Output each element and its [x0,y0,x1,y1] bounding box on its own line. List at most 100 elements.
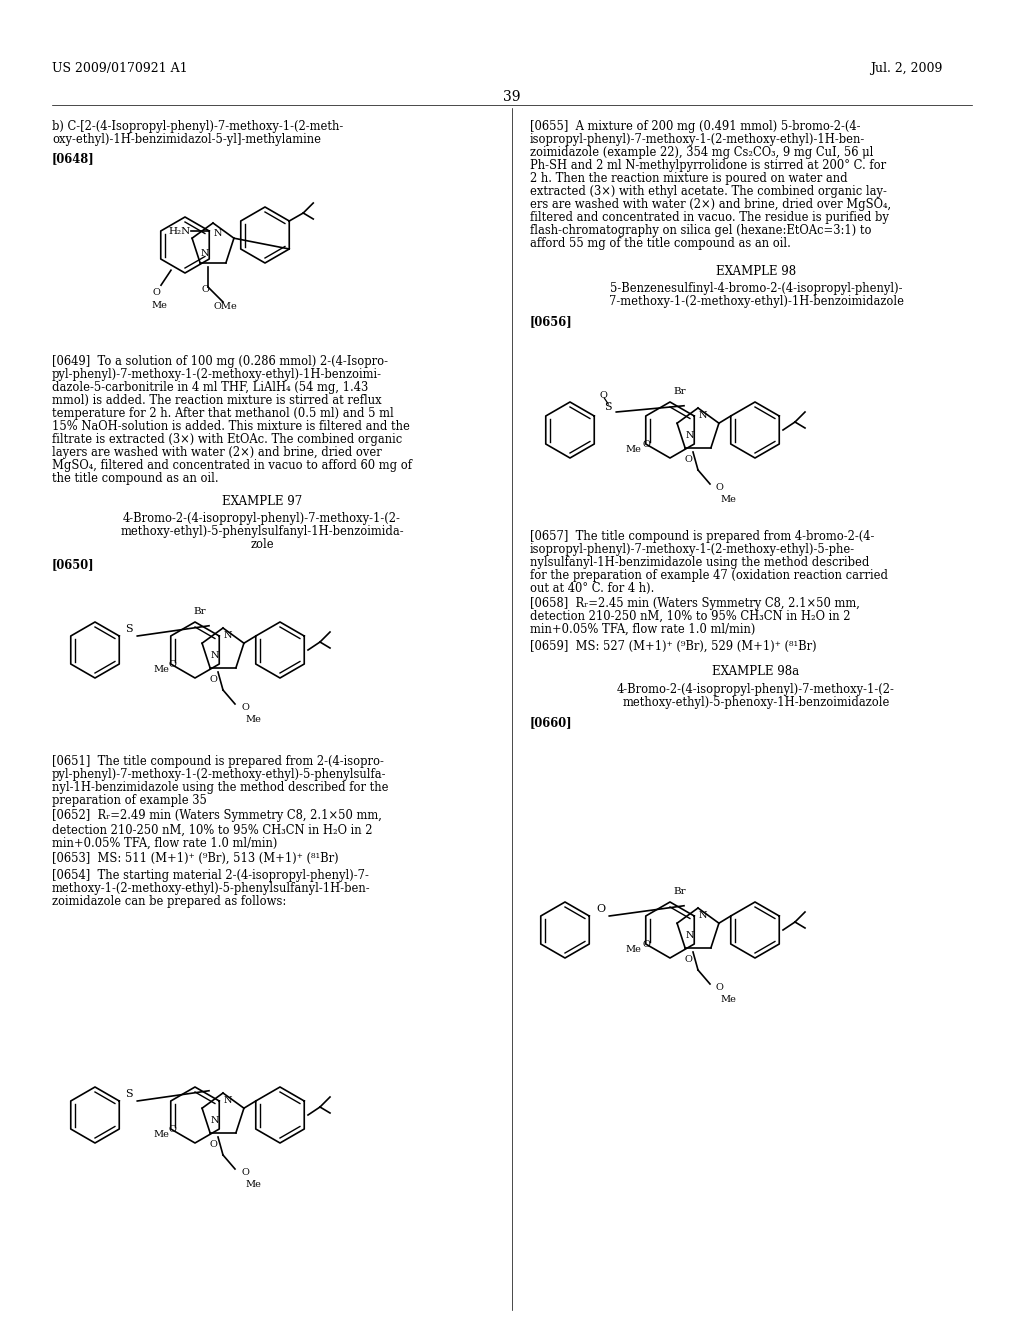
Text: extracted (3×) with ethyl acetate. The combined organic lay-: extracted (3×) with ethyl acetate. The c… [530,185,887,198]
Text: N: N [214,228,222,238]
Text: N: N [224,1096,232,1105]
Text: detection 210-250 nM, 10% to 95% CH₃CN in H₂O in 2: detection 210-250 nM, 10% to 95% CH₃CN i… [52,824,373,837]
Text: 39: 39 [503,90,521,104]
Text: temperature for 2 h. After that methanol (0.5 ml) and 5 ml: temperature for 2 h. After that methanol… [52,407,394,420]
Text: 7-methoxy-1-(2-methoxy-ethyl)-1H-benzoimidazole: 7-methoxy-1-(2-methoxy-ethyl)-1H-benzoim… [608,294,903,308]
Text: N: N [686,931,694,940]
Text: N: N [211,1115,219,1125]
Text: methoxy-ethyl)-5-phenoxy-1H-benzoimidazole: methoxy-ethyl)-5-phenoxy-1H-benzoimidazo… [623,696,890,709]
Text: nylsulfanyl-1H-benzimidazole using the method described: nylsulfanyl-1H-benzimidazole using the m… [530,556,869,569]
Text: min+0.05% TFA, flow rate 1.0 ml/min): min+0.05% TFA, flow rate 1.0 ml/min) [530,623,756,636]
Text: [0656]: [0656] [530,315,572,327]
Text: O: O [684,455,692,465]
Text: O: O [209,675,217,684]
Text: Me: Me [154,665,169,675]
Text: O: O [642,440,650,449]
Text: 15% NaOH-solution is added. This mixture is filtered and the: 15% NaOH-solution is added. This mixture… [52,420,410,433]
Text: [0649]  To a solution of 100 mg (0.286 mmol) 2-(4-Isopro-: [0649] To a solution of 100 mg (0.286 mm… [52,355,388,368]
Text: EXAMPLE 98: EXAMPLE 98 [716,265,796,279]
Text: nyl-1H-benzimidazole using the method described for the: nyl-1H-benzimidazole using the method de… [52,781,388,795]
Text: [0653]  MS: 511 (M+1)⁺ (⁹Br), 513 (M+1)⁺ (⁸¹Br): [0653] MS: 511 (M+1)⁺ (⁹Br), 513 (M+1)⁺ … [52,851,339,865]
Text: O: O [716,483,724,492]
Text: for the preparation of example 47 (oxidation reaction carried: for the preparation of example 47 (oxida… [530,569,888,582]
Text: MgSO₄, filtered and concentrated in vacuo to afford 60 mg of: MgSO₄, filtered and concentrated in vacu… [52,459,412,473]
Text: O: O [597,904,606,913]
Text: 4-Bromo-2-(4-isopropyl-phenyl)-7-methoxy-1-(2-: 4-Bromo-2-(4-isopropyl-phenyl)-7-methoxy… [617,682,895,696]
Text: detection 210-250 nM, 10% to 95% CH₃CN in H₂O in 2: detection 210-250 nM, 10% to 95% CH₃CN i… [530,610,851,623]
Text: [0659]  MS: 527 (M+1)⁺ (⁹Br), 529 (M+1)⁺ (⁸¹Br): [0659] MS: 527 (M+1)⁺ (⁹Br), 529 (M+1)⁺ … [530,640,816,653]
Text: [0657]  The title compound is prepared from 4-bromo-2-(4-: [0657] The title compound is prepared fr… [530,531,874,543]
Text: N: N [201,248,209,257]
Text: 5-Benzenesulfinyl-4-bromo-2-(4-isopropyl-phenyl)-: 5-Benzenesulfinyl-4-bromo-2-(4-isopropyl… [609,282,902,294]
Text: [0655]  A mixture of 200 mg (0.491 mmol) 5-bromo-2-(4-: [0655] A mixture of 200 mg (0.491 mmol) … [530,120,860,133]
Text: N: N [698,411,708,420]
Text: isopropyl-phenyl)-7-methoxy-1-(2-methoxy-ethyl)-5-phe-: isopropyl-phenyl)-7-methoxy-1-(2-methoxy… [530,543,855,556]
Text: zoimidazole (example 22), 354 mg Cs₂CO₃, 9 mg CuI, 56 μl: zoimidazole (example 22), 354 mg Cs₂CO₃,… [530,147,873,158]
Text: 4-Bromo-2-(4-isopropyl-phenyl)-7-methoxy-1-(2-: 4-Bromo-2-(4-isopropyl-phenyl)-7-methoxy… [123,512,401,525]
Text: O: O [599,391,607,400]
Text: dazole-5-carbonitrile in 4 ml THF, LiAlH₄ (54 mg, 1.43: dazole-5-carbonitrile in 4 ml THF, LiAlH… [52,381,369,393]
Text: Me: Me [720,495,736,504]
Text: out at 40° C. for 4 h).: out at 40° C. for 4 h). [530,582,654,595]
Text: mmol) is added. The reaction mixture is stirred at reflux: mmol) is added. The reaction mixture is … [52,393,382,407]
Text: [0660]: [0660] [530,715,572,729]
Text: zoimidazole can be prepared as follows:: zoimidazole can be prepared as follows: [52,895,287,908]
Text: H₂N: H₂N [168,227,190,235]
Text: O: O [241,1168,249,1177]
Text: Me: Me [720,995,736,1005]
Text: min+0.05% TFA, flow rate 1.0 ml/min): min+0.05% TFA, flow rate 1.0 ml/min) [52,837,278,850]
Text: Me: Me [245,715,261,723]
Text: O: O [642,940,650,949]
Text: O: O [152,288,160,297]
Text: methoxy-ethyl)-5-phenylsulfanyl-1H-benzoimida-: methoxy-ethyl)-5-phenylsulfanyl-1H-benzo… [120,525,403,539]
Text: O: O [716,983,724,993]
Text: O: O [169,1125,176,1134]
Text: EXAMPLE 98a: EXAMPLE 98a [713,665,800,678]
Text: O: O [241,704,249,711]
Text: oxy-ethyl)-1H-benzimidazol-5-yl]-methylamine: oxy-ethyl)-1H-benzimidazol-5-yl]-methyla… [52,133,321,147]
Text: [0652]  Rᵣ=2.49 min (Waters Symmetry C8, 2.1×50 mm,: [0652] Rᵣ=2.49 min (Waters Symmetry C8, … [52,809,382,822]
Text: zole: zole [250,539,273,550]
Text: OMe: OMe [213,302,237,312]
Text: O: O [201,285,209,294]
Text: N: N [686,432,694,440]
Text: methoxy-1-(2-methoxy-ethyl)-5-phenylsulfanyl-1H-ben-: methoxy-1-(2-methoxy-ethyl)-5-phenylsulf… [52,882,371,895]
Text: S: S [125,624,133,634]
Text: [0654]  The starting material 2-(4-isopropyl-phenyl)-7-: [0654] The starting material 2-(4-isopro… [52,869,369,882]
Text: isopropyl-phenyl)-7-methoxy-1-(2-methoxy-ethyl)-1H-ben-: isopropyl-phenyl)-7-methoxy-1-(2-methoxy… [530,133,865,147]
Text: N: N [698,911,708,920]
Text: Jul. 2, 2009: Jul. 2, 2009 [870,62,942,75]
Text: O: O [169,660,176,669]
Text: 2 h. Then the reaction mixture is poured on water and: 2 h. Then the reaction mixture is poured… [530,172,848,185]
Text: O: O [684,954,692,964]
Text: ers are washed with water (2×) and brine, dried over MgSO₄,: ers are washed with water (2×) and brine… [530,198,891,211]
Text: Me: Me [626,945,642,954]
Text: Me: Me [626,445,642,454]
Text: [0658]  Rᵣ=2.45 min (Waters Symmetry C8, 2.1×50 mm,: [0658] Rᵣ=2.45 min (Waters Symmetry C8, … [530,597,860,610]
Text: [0650]: [0650] [52,558,94,572]
Text: Br: Br [194,607,206,616]
Text: O: O [209,1140,217,1148]
Text: afford 55 mg of the title compound as an oil.: afford 55 mg of the title compound as an… [530,238,791,249]
Text: filtered and concentrated in vacuo. The residue is purified by: filtered and concentrated in vacuo. The … [530,211,889,224]
Text: pyl-phenyl)-7-methoxy-1-(2-methoxy-ethyl)-1H-benzoimi-: pyl-phenyl)-7-methoxy-1-(2-methoxy-ethyl… [52,368,382,381]
Text: [0648]: [0648] [52,152,95,165]
Text: Me: Me [154,1130,169,1139]
Text: pyl-phenyl)-7-methoxy-1-(2-methoxy-ethyl)-5-phenylsulfa-: pyl-phenyl)-7-methoxy-1-(2-methoxy-ethyl… [52,768,386,781]
Text: filtrate is extracted (3×) with EtOAc. The combined organic: filtrate is extracted (3×) with EtOAc. T… [52,433,402,446]
Text: Br: Br [674,387,686,396]
Text: N: N [211,651,219,660]
Text: preparation of example 35: preparation of example 35 [52,795,207,807]
Text: [0651]  The title compound is prepared from 2-(4-isopro-: [0651] The title compound is prepared fr… [52,755,384,768]
Text: S: S [604,403,612,412]
Text: b) C-[2-(4-Isopropyl-phenyl)-7-methoxy-1-(2-meth-: b) C-[2-(4-Isopropyl-phenyl)-7-methoxy-1… [52,120,343,133]
Text: the title compound as an oil.: the title compound as an oil. [52,473,219,484]
Text: EXAMPLE 97: EXAMPLE 97 [222,495,302,508]
Text: Me: Me [151,301,167,310]
Text: Br: Br [674,887,686,896]
Text: N: N [224,631,232,640]
Text: Ph-SH and 2 ml N-methylpyrrolidone is stirred at 200° C. for: Ph-SH and 2 ml N-methylpyrrolidone is st… [530,158,886,172]
Text: Me: Me [245,1180,261,1189]
Text: US 2009/0170921 A1: US 2009/0170921 A1 [52,62,187,75]
Text: layers are washed with water (2×) and brine, dried over: layers are washed with water (2×) and br… [52,446,382,459]
